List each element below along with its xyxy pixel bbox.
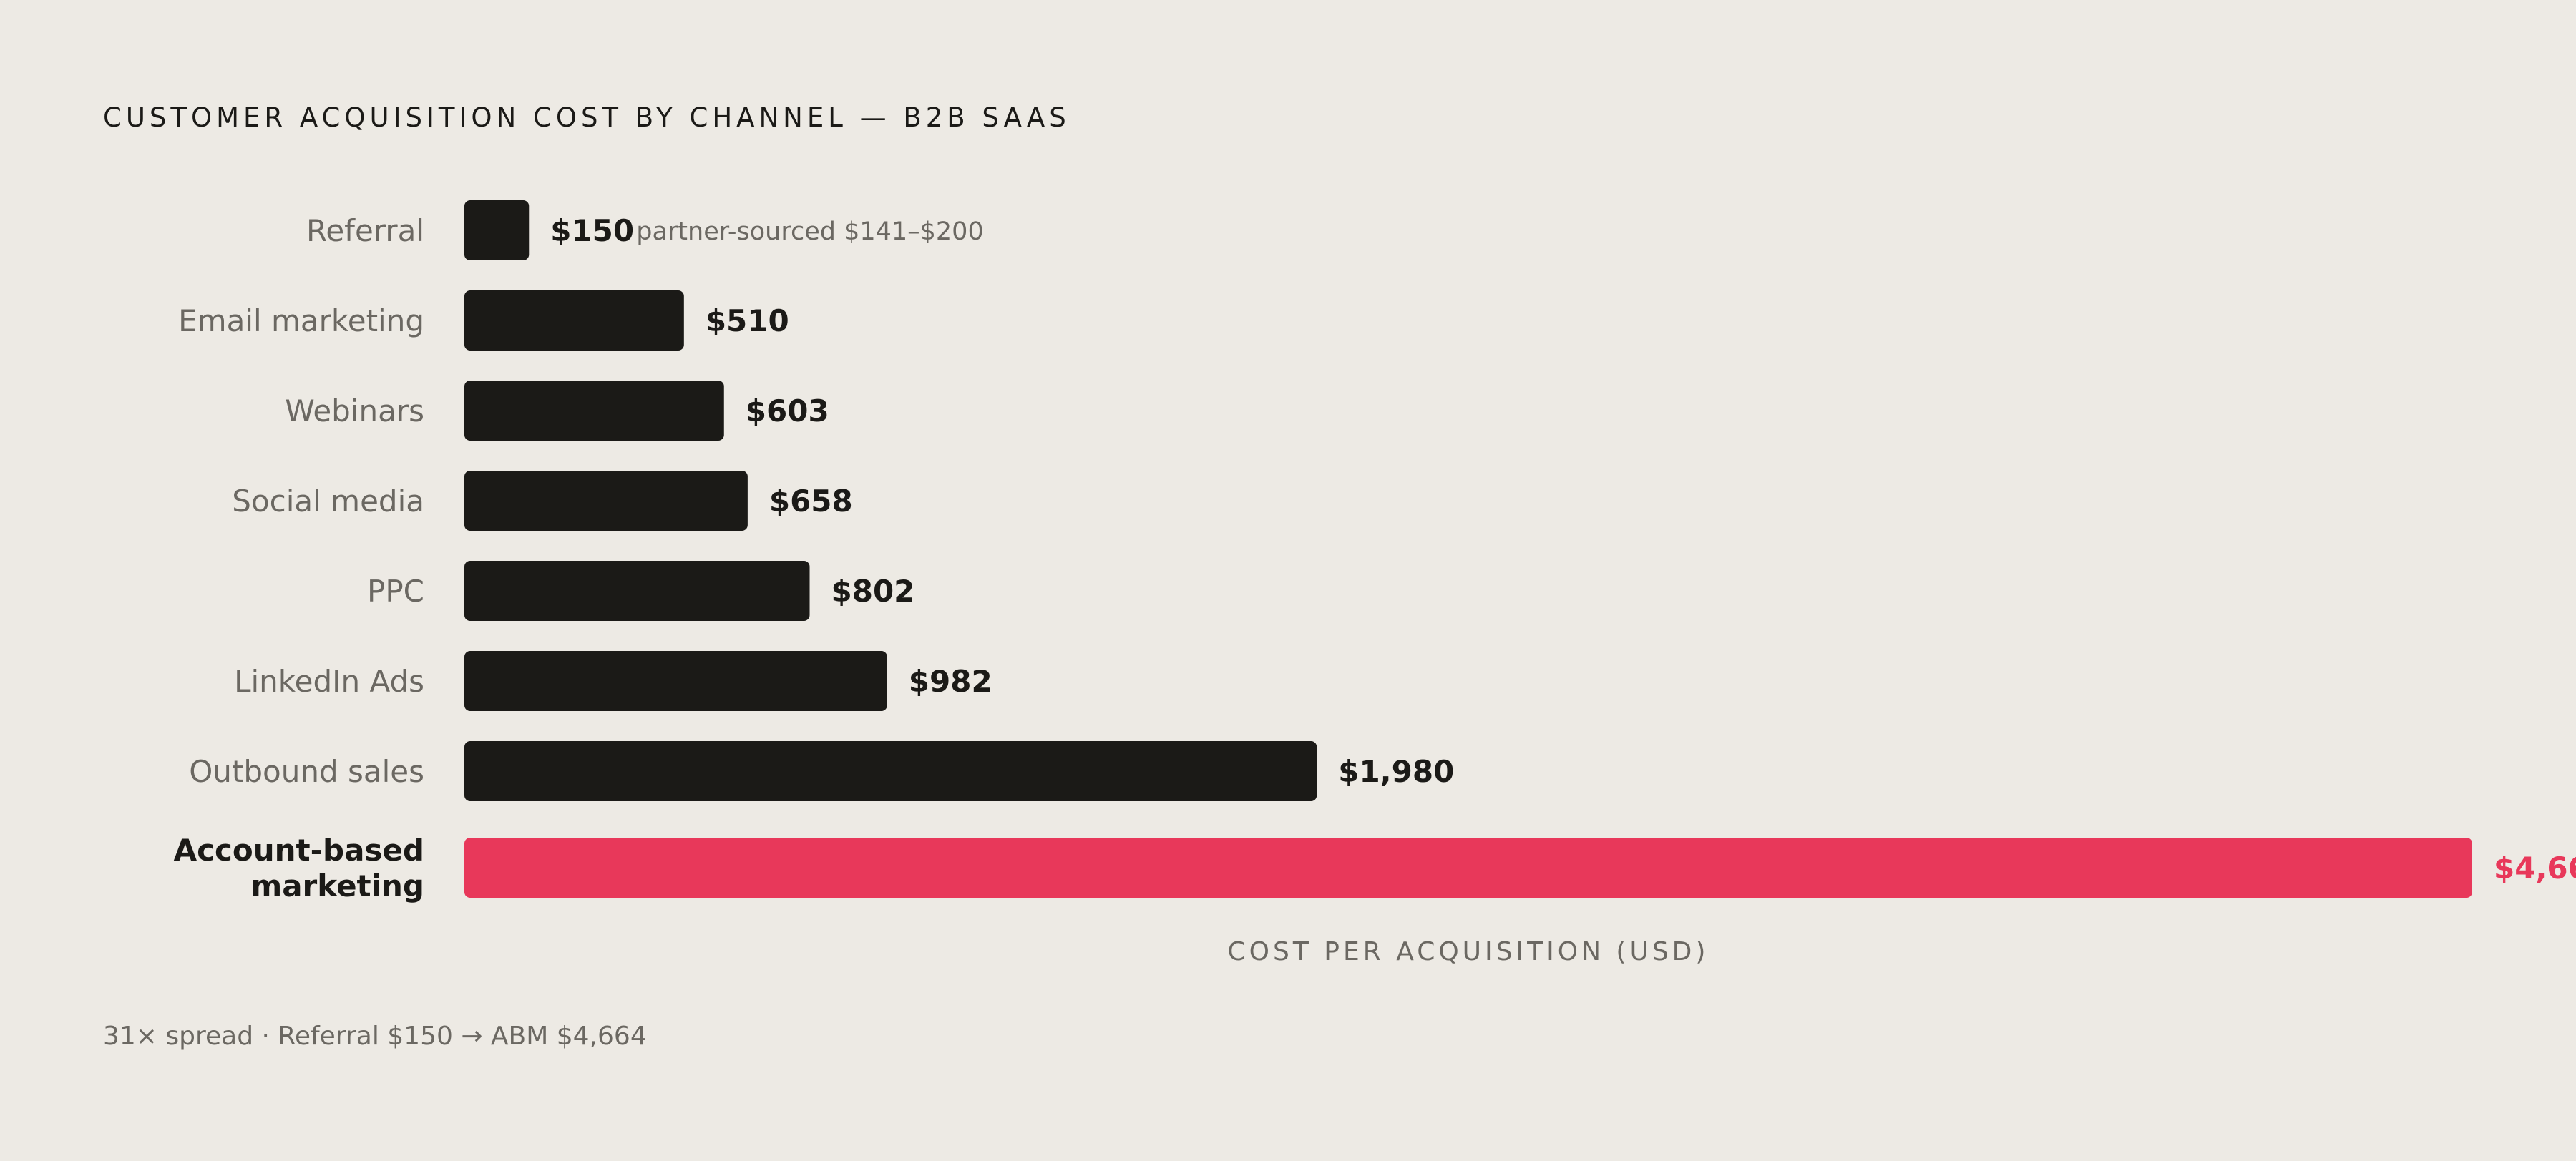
category-label-email-marketing: Email marketing — [178, 303, 424, 338]
value-label-ppc: $802 — [831, 574, 915, 609]
value-label-social-media: $658 — [769, 484, 853, 519]
bar-social-media — [464, 471, 748, 531]
bar-email-marketing — [464, 290, 684, 351]
x-axis-label: COST PER ACQUISITION (USD) — [1228, 937, 1709, 966]
annotation-referral: partner-sourced $141–$200 — [636, 217, 983, 246]
value-label-referral: $150 — [550, 213, 634, 248]
value-label-outbound-sales: $1,980 — [1338, 754, 1454, 789]
chart-footnote: 31× spread · Referral $150 → ABM $4,664 — [103, 1022, 647, 1051]
bar-ppc — [464, 561, 810, 621]
value-label-webinars: $603 — [746, 393, 829, 428]
category-label-ppc: PPC — [367, 574, 424, 609]
chart-title: CUSTOMER ACQUISITION COST BY CHANNEL — B… — [103, 102, 1070, 133]
category-label-referral: Referral — [306, 213, 424, 248]
bar-referral — [464, 200, 530, 260]
category-label-account-based-marketing: Account-based marketing — [174, 833, 424, 903]
category-label-webinars: Webinars — [285, 393, 424, 428]
value-label-email-marketing: $510 — [706, 303, 789, 338]
value-label-linkedin-ads: $982 — [909, 664, 992, 699]
value-label-account-based-marketing: $4,664 — [2494, 851, 2576, 886]
bar-webinars — [464, 381, 724, 441]
category-label-linkedin-ads: LinkedIn Ads — [234, 664, 424, 699]
bar-linkedin-ads — [464, 651, 887, 711]
category-label-outbound-sales: Outbound sales — [189, 754, 424, 789]
bar-account-based-marketing — [464, 838, 2472, 898]
category-label-social-media: Social media — [232, 484, 424, 519]
bar-outbound-sales — [464, 741, 1317, 801]
